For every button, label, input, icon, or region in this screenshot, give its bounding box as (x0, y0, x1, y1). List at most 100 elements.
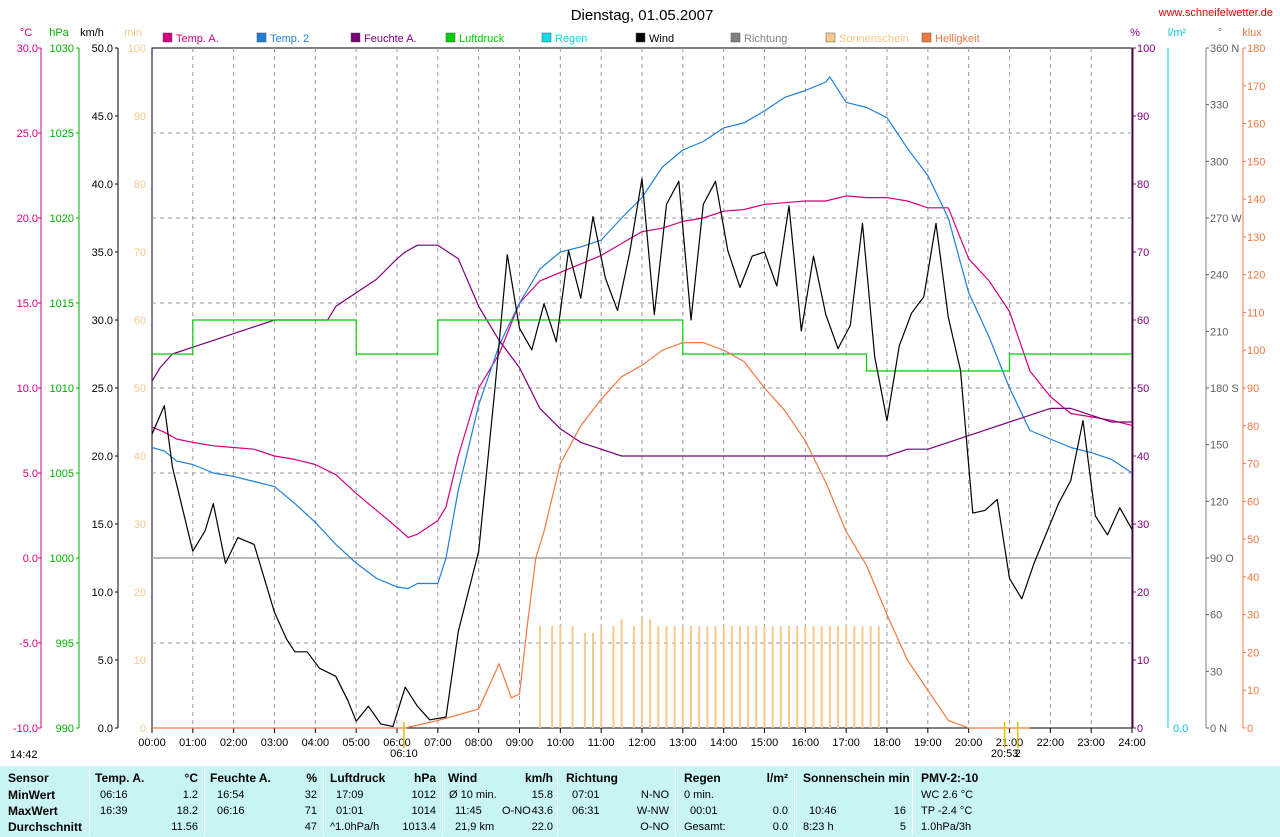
stats-rain-header: Regen (684, 771, 721, 785)
pressure-tick-label: 1010 (50, 383, 74, 395)
wind-tick-label: 20.0 (92, 451, 113, 463)
light-tick-label: 10 (1247, 685, 1259, 697)
direction-tick-label: 90 O (1210, 553, 1234, 565)
sun-tick-label: 60 (134, 315, 146, 327)
stats-temp-max-time: 16:39 (100, 805, 128, 817)
stats-wind-avg: 22.0 (531, 821, 553, 833)
temp-tick-label: 0.0 (23, 553, 38, 565)
x-tick-label: 00:00 (138, 737, 166, 749)
wind-tick-label: 25.0 (92, 383, 113, 395)
x-tick-label: 21:00 (996, 737, 1024, 749)
time-marker-label: 2 (1015, 748, 1021, 760)
humidity-tick-label: 30 (1137, 519, 1149, 531)
legend-swatch (921, 32, 932, 43)
stats-pressure-avg: 1013.4 (402, 821, 436, 833)
stats-col-direction: Richtung 07:01 N-NO 06:31 W-NW O-NO (558, 766, 675, 837)
direction-tick-label: 30 (1210, 666, 1222, 678)
wind-tick-label: 40.0 (92, 179, 113, 191)
stats-col-sun: Sonnenschein min 10:46 16 8:23 h 5 (795, 766, 912, 837)
stats-pressure-min: 1012 (411, 789, 436, 801)
light-tick-label: 110 (1247, 307, 1265, 319)
temp-tick-label: 15.0 (17, 298, 38, 310)
site-link[interactable]: www.schneifelwetter.de (1158, 7, 1273, 19)
axis-unit-direction: ° (1218, 27, 1222, 39)
x-tick-label: 23:00 (1077, 737, 1105, 749)
direction-tick-label: 210 (1210, 326, 1228, 338)
sun-tick-label: 90 (134, 111, 146, 123)
wind-tick-label: 50.0 (92, 43, 113, 55)
stats-direction-max-time: 06:31 (572, 805, 600, 817)
stats-rain-max: 0.0 (772, 805, 788, 817)
humidity-tick-label: 100 (1137, 43, 1155, 55)
stats-pmv-wc: WC 2.6 °C (921, 789, 974, 801)
humidity-tick-label: 40 (1137, 451, 1149, 463)
sun-tick-label: 40 (134, 451, 146, 463)
light-tick-label: 30 (1247, 610, 1259, 622)
stats-sun-max: 16 (893, 805, 906, 817)
light-tick-label: 40 (1247, 572, 1259, 584)
pressure-tick-label: 1005 (50, 468, 74, 480)
stats-rain-total-label: Gesamt: (684, 821, 726, 833)
stats-wind-max-dir: O-NO (502, 805, 531, 817)
light-tick-label: 70 (1247, 459, 1259, 471)
x-tick-label: 04:00 (302, 737, 330, 749)
stats-direction-max: W-NW (636, 805, 669, 817)
stats-pmv-header: PMV-2:-10 (921, 771, 979, 785)
light-tick-label: 80 (1247, 421, 1259, 433)
stats-pressure-max-time: 01:01 (336, 805, 364, 817)
sun-tick-label: 100 (128, 43, 146, 55)
sunshine-bars (538, 619, 880, 728)
stats-pressure-min-time: 17:09 (336, 789, 364, 801)
wind-tick-label: 15.0 (92, 519, 113, 531)
humidity-tick-label: 80 (1137, 179, 1149, 191)
x-tick-label: 22:00 (1037, 737, 1065, 749)
wind-tick-label: 0.0 (98, 723, 113, 735)
stats-col-sensor: Sensor MinWert MaxWert Durchschnitt (0, 766, 90, 837)
legend-label: Wind (649, 33, 674, 45)
series-line-helligkeit (152, 342, 1030, 729)
stats-humidity-min: 32 (304, 789, 317, 801)
stats-pressure-unit: hPa (413, 771, 436, 785)
x-tick-label: 24:00 (1118, 737, 1146, 749)
stats-row-avg: Durchschnitt (8, 820, 83, 834)
x-tick-label: 10:00 (547, 737, 575, 749)
x-tick-label: 02:00 (220, 737, 248, 749)
series-line-temp-2 (151, 76, 1133, 590)
axis-unit-wind: km/h (80, 27, 104, 39)
x-tick-label: 12:00 (628, 737, 656, 749)
stats-direction-avg: O-NO (640, 821, 669, 833)
light-tick-label: 20 (1247, 647, 1259, 659)
x-tick-label: 16:00 (792, 737, 820, 749)
legend-swatch (635, 32, 646, 43)
x-tick-label: 03:00 (261, 737, 289, 749)
pressure-tick-label: 995 (56, 638, 74, 650)
light-tick-label: 100 (1247, 345, 1265, 357)
temp-tick-label: -10.0 (13, 723, 38, 735)
x-tick-label: 01:00 (179, 737, 207, 749)
stats-direction-min: N-NO (640, 789, 669, 801)
pressure-tick-label: 1025 (50, 128, 74, 140)
x-tick-label: 09:00 (506, 737, 534, 749)
humidity-tick-label: 60 (1137, 315, 1149, 327)
legend-label: Temp. 2 (270, 33, 309, 45)
stats-col-humidity: Feuchte A. % 16:54 32 06:16 71 47 (205, 766, 323, 837)
legend-swatch (730, 32, 741, 43)
light-tick-label: 160 (1247, 119, 1265, 131)
wind-tick-label: 10.0 (92, 587, 113, 599)
stats-sun-total: 8:23 h (803, 821, 834, 833)
wind-tick-label: 30.0 (92, 315, 113, 327)
chart-series (151, 76, 1133, 729)
temp-tick-label: 20.0 (17, 213, 38, 225)
stats-table: Sensor MinWert MaxWert Durchschnitt Temp… (0, 766, 1280, 837)
stats-humidity-max: 71 (304, 805, 317, 817)
stats-col-pmv: PMV-2:-10 WC 2.6 °C TP -2.4 °C 1.0hPa/3h (913, 766, 1033, 837)
sun-tick-label: 30 (134, 519, 146, 531)
stats-temp-max: 18.2 (176, 805, 198, 817)
stats-rain-total: 0.0 (772, 821, 788, 833)
axis-unit-light: klux (1242, 27, 1262, 39)
chart-axes: 30.025.020.015.010.05.00.0-5.0-10.010301… (13, 43, 1265, 749)
humidity-tick-label: 50 (1137, 383, 1149, 395)
direction-tick-label: 0 N (1210, 723, 1227, 735)
temp-tick-label: 10.0 (17, 383, 38, 395)
stats-humidity-min-time: 16:54 (217, 789, 245, 801)
